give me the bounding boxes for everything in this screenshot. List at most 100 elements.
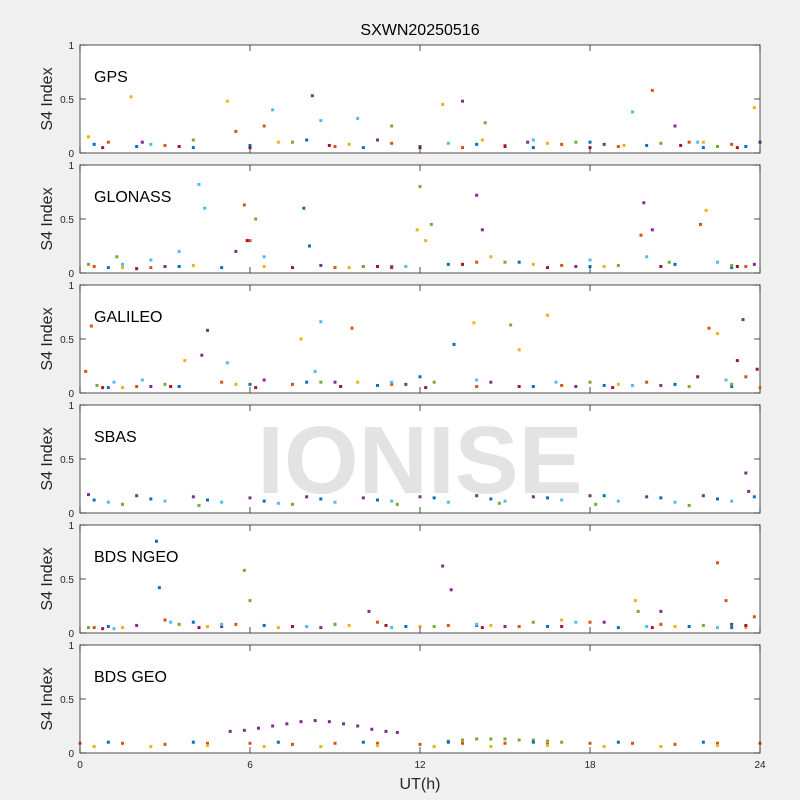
data-point xyxy=(418,495,422,499)
data-point xyxy=(106,740,110,744)
data-point xyxy=(135,623,139,627)
data-point xyxy=(574,385,578,389)
data-point xyxy=(679,143,683,147)
data-point xyxy=(89,324,93,328)
data-point xyxy=(339,385,343,389)
data-point xyxy=(752,615,756,619)
data-point xyxy=(446,623,450,627)
data-point xyxy=(475,494,479,498)
data-point xyxy=(291,502,294,506)
data-point xyxy=(177,385,181,389)
data-point xyxy=(302,206,306,210)
data-point xyxy=(503,737,507,741)
data-point xyxy=(206,498,209,502)
data-point xyxy=(390,626,394,630)
data-point xyxy=(347,142,351,146)
data-point xyxy=(257,726,260,730)
data-point xyxy=(390,266,394,270)
y-axis-label: S4 Index xyxy=(39,67,56,130)
data-point xyxy=(730,142,734,146)
data-point xyxy=(333,266,337,270)
data-point xyxy=(333,145,337,149)
data-point xyxy=(291,382,294,386)
data-point xyxy=(200,353,204,357)
y-tick-label: 0.5 xyxy=(60,575,74,586)
data-point xyxy=(659,609,663,613)
data-point xyxy=(121,626,124,630)
y-tick-label: 1 xyxy=(68,41,74,52)
data-point xyxy=(305,380,309,384)
data-point xyxy=(461,738,464,742)
data-point xyxy=(546,625,549,629)
data-point xyxy=(673,742,677,746)
data-point xyxy=(602,142,606,146)
data-point xyxy=(475,142,479,146)
data-point xyxy=(242,568,246,572)
x-tick-label: 12 xyxy=(414,760,426,771)
data-point xyxy=(475,385,479,389)
data-point xyxy=(645,380,649,384)
data-point xyxy=(135,267,139,271)
data-point xyxy=(291,742,294,746)
panel-label: GPS xyxy=(94,69,128,86)
data-point xyxy=(509,323,513,327)
data-point xyxy=(415,228,419,232)
data-point xyxy=(262,265,266,269)
data-point xyxy=(376,620,379,624)
data-point xyxy=(404,265,408,269)
data-point xyxy=(424,386,428,390)
data-point xyxy=(730,382,734,386)
data-point xyxy=(197,626,201,630)
x-tick-label: 18 xyxy=(584,760,596,771)
data-point xyxy=(452,342,456,346)
data-point xyxy=(716,260,719,264)
data-point xyxy=(333,622,337,626)
data-point xyxy=(333,380,337,384)
data-point xyxy=(291,140,294,144)
data-point xyxy=(489,745,493,749)
data-point xyxy=(376,743,379,747)
data-point xyxy=(503,741,507,745)
data-point xyxy=(418,375,422,379)
data-point xyxy=(673,500,677,504)
data-point xyxy=(480,626,484,630)
data-point xyxy=(319,263,323,267)
data-point xyxy=(418,185,422,189)
data-point xyxy=(115,255,119,259)
data-point xyxy=(376,383,379,387)
data-point xyxy=(149,142,153,146)
data-point xyxy=(461,262,464,266)
data-point xyxy=(169,385,173,389)
data-point xyxy=(112,380,116,384)
data-point xyxy=(163,143,167,147)
data-point xyxy=(276,626,280,630)
data-point xyxy=(659,141,663,145)
data-point xyxy=(356,116,360,120)
data-point xyxy=(650,228,654,232)
data-point xyxy=(140,140,144,144)
data-point xyxy=(546,743,549,747)
data-point xyxy=(262,623,266,627)
data-point xyxy=(234,622,238,626)
data-point xyxy=(225,99,229,103)
data-point xyxy=(560,740,564,744)
data-point xyxy=(299,720,303,724)
data-point xyxy=(376,498,379,502)
data-point xyxy=(347,623,351,627)
data-point xyxy=(333,741,337,745)
data-point xyxy=(560,263,564,267)
data-point xyxy=(313,719,317,723)
data-point xyxy=(659,265,663,269)
data-point xyxy=(616,499,620,503)
data-point xyxy=(376,138,379,142)
data-point xyxy=(531,740,535,744)
data-point xyxy=(177,145,181,149)
data-point xyxy=(560,142,564,146)
data-point xyxy=(735,359,739,363)
data-point xyxy=(489,737,493,741)
data-point xyxy=(248,143,252,147)
data-point xyxy=(546,496,549,500)
data-point xyxy=(429,222,433,226)
data-point xyxy=(475,260,479,264)
data-point xyxy=(546,141,549,145)
